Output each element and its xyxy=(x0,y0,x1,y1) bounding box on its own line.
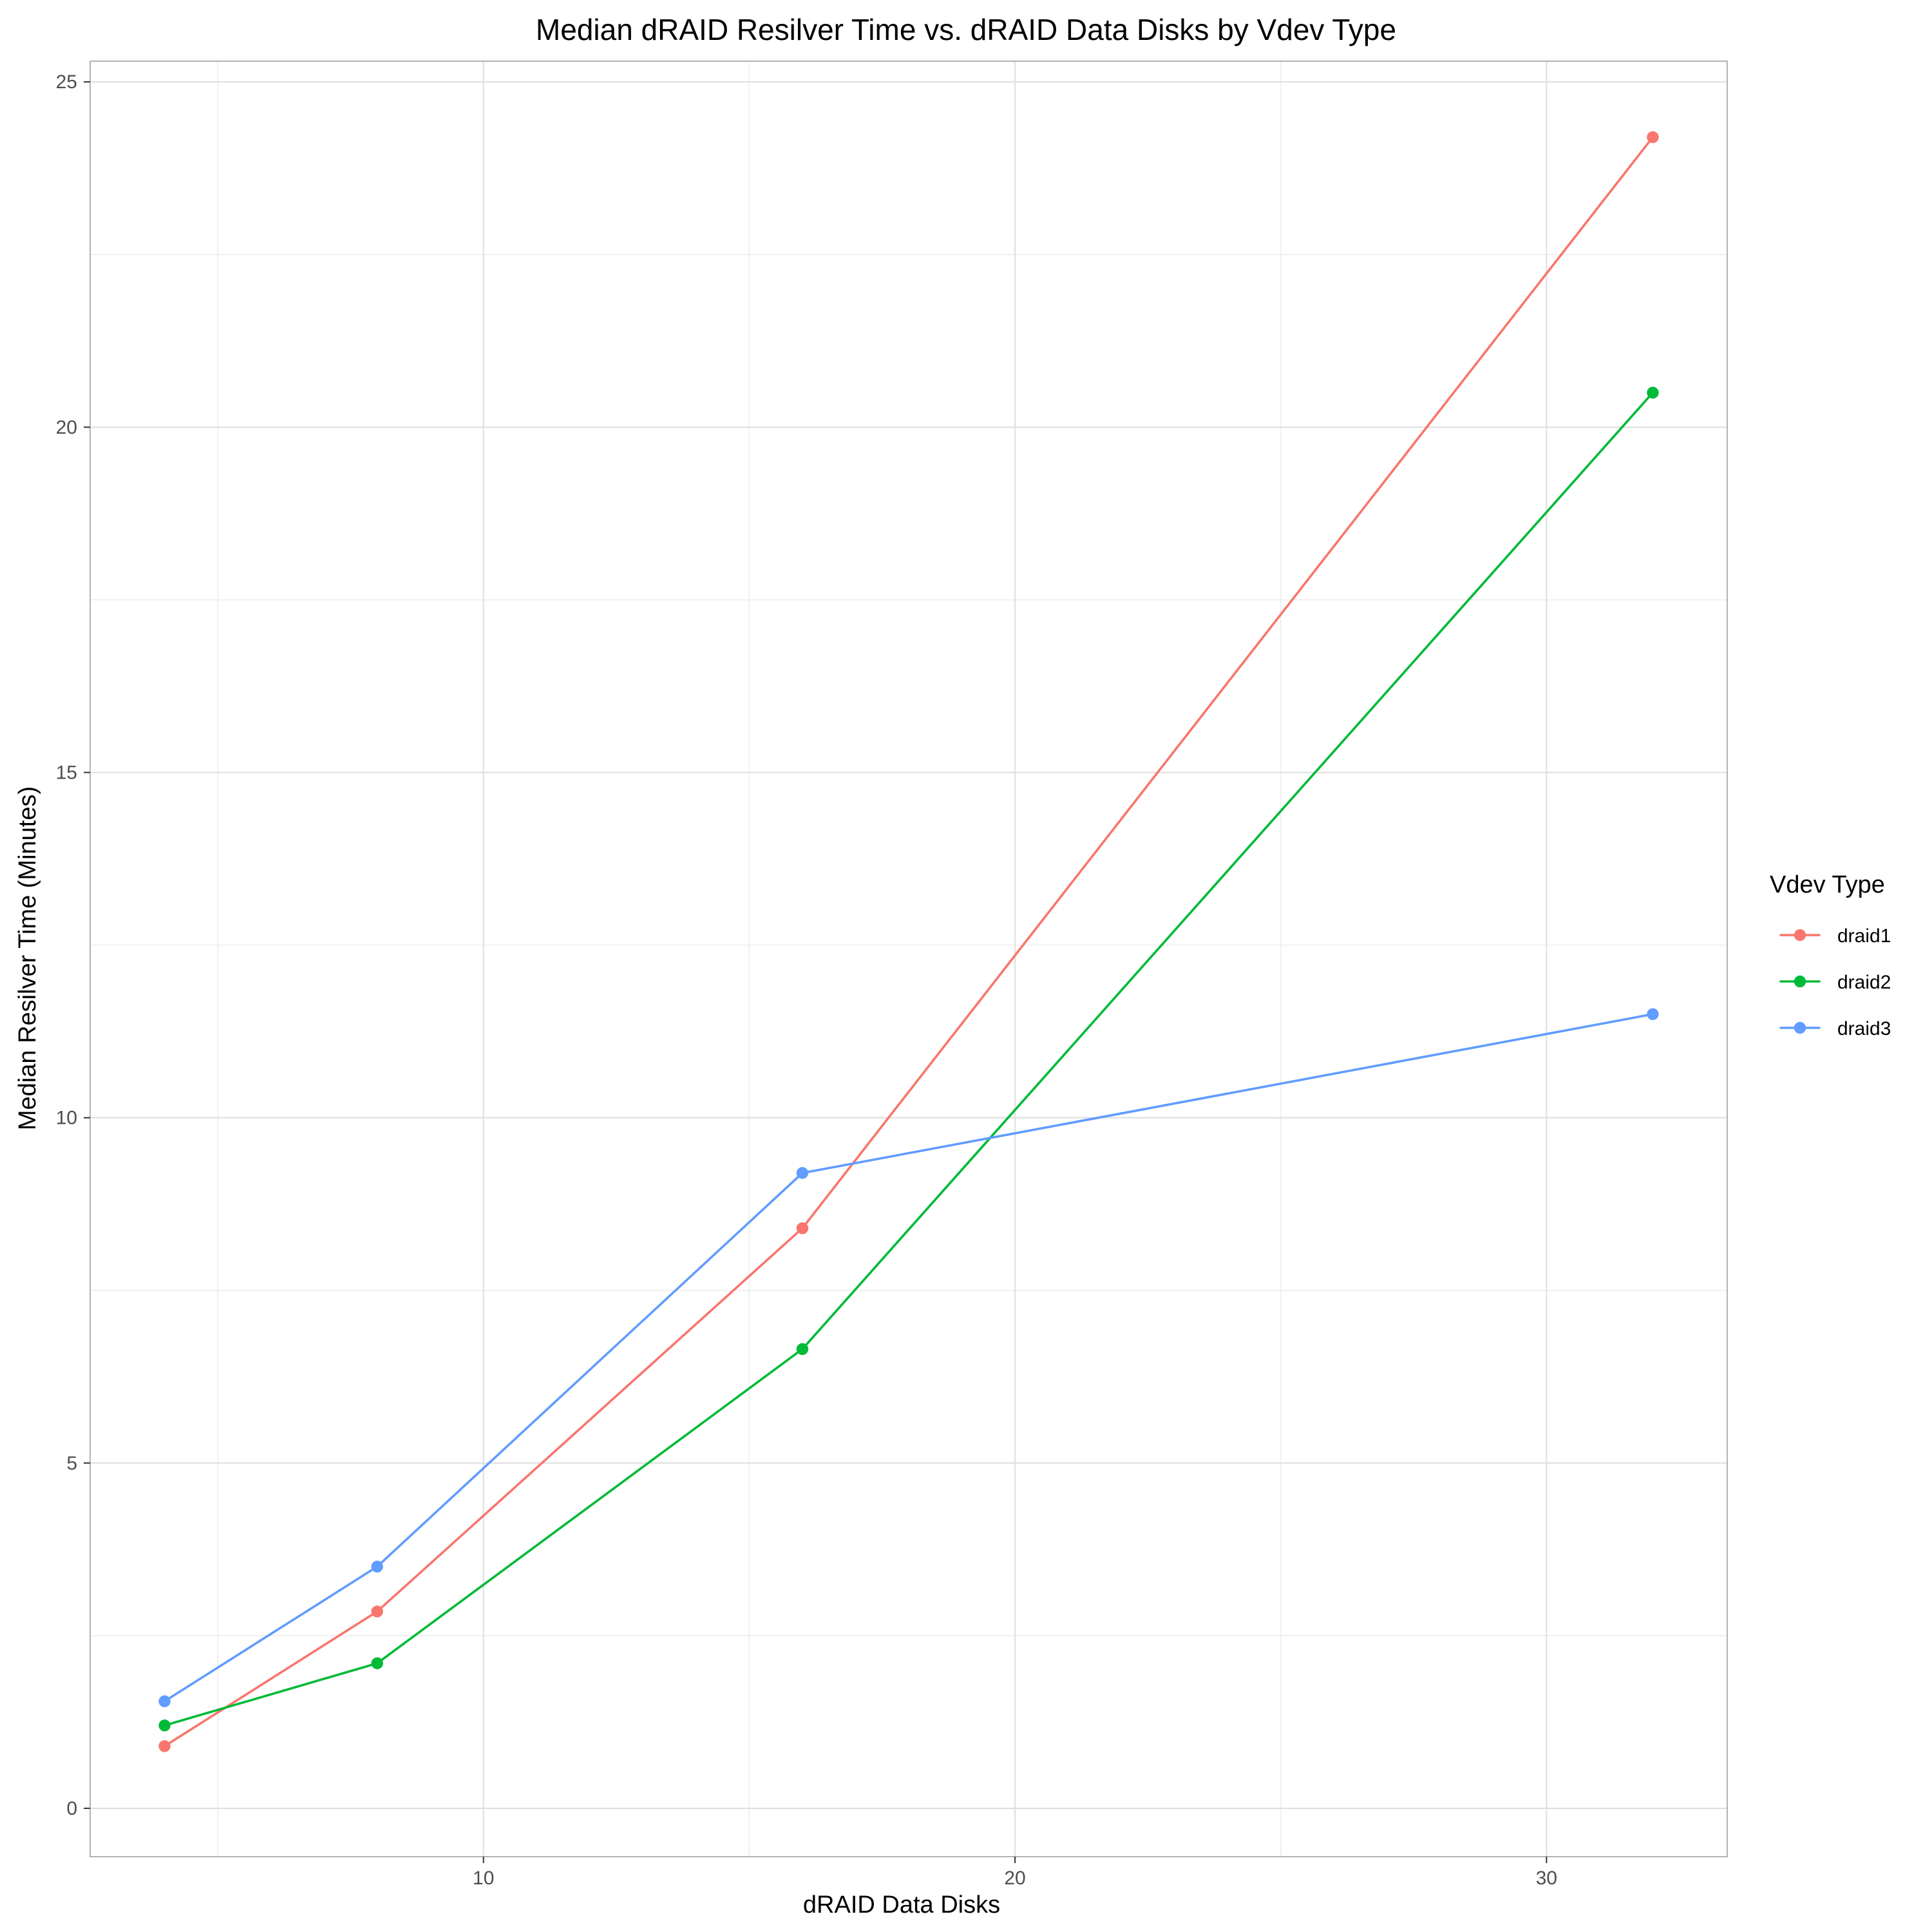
data-point-draid3 xyxy=(158,1695,171,1707)
series-draid2 xyxy=(158,386,1659,1732)
y-tick-label: 0 xyxy=(66,1798,77,1819)
legend-item-draid3: draid3 xyxy=(1779,1018,1891,1039)
legend-label: draid1 xyxy=(1837,925,1891,947)
legend-item-draid2: draid2 xyxy=(1779,972,1891,993)
y-tick-label: 10 xyxy=(56,1108,77,1129)
grid-lines xyxy=(90,61,1727,1857)
series-line-draid1 xyxy=(163,136,1654,1748)
legend-item-draid1: draid1 xyxy=(1779,925,1891,947)
chart-title: Median dRAID Resilver Time vs. dRAID Dat… xyxy=(536,13,1396,46)
data-series xyxy=(158,131,1659,1752)
x-tick-label: 10 xyxy=(473,1868,494,1889)
data-point-draid3 xyxy=(371,1560,383,1573)
data-point-draid2 xyxy=(371,1657,383,1669)
legend-point xyxy=(1794,1021,1806,1034)
data-point-draid1 xyxy=(796,1222,809,1235)
legend-items: draid1 draid2 draid3 xyxy=(1779,925,1891,1039)
series-draid1 xyxy=(158,131,1659,1752)
series-line-draid3 xyxy=(163,1012,1654,1703)
data-point-draid2 xyxy=(158,1719,171,1732)
legend-point xyxy=(1794,929,1806,942)
data-point-draid1 xyxy=(371,1605,383,1618)
series-line-draid2 xyxy=(163,391,1654,1727)
legend-title: Vdev Type xyxy=(1770,871,1885,898)
y-tick-label: 5 xyxy=(66,1453,77,1474)
data-point-draid2 xyxy=(1647,386,1659,399)
y-axis-title: Median Resilver Time (Minutes) xyxy=(14,786,41,1130)
legend-label: draid3 xyxy=(1837,1018,1891,1039)
plot-background xyxy=(90,61,1727,1857)
data-point-draid3 xyxy=(796,1167,809,1179)
legend: Vdev Type draid1 draid2 draid3 xyxy=(1770,871,1891,1039)
data-point-draid1 xyxy=(1647,131,1659,144)
data-point-draid1 xyxy=(158,1740,171,1752)
data-point-draid2 xyxy=(796,1343,809,1356)
axes: 10 20 30 0 5 10 15 20 25 xyxy=(56,61,1728,1889)
x-axis-title: dRAID Data Disks xyxy=(803,1891,1000,1918)
data-point-draid3 xyxy=(1647,1008,1659,1020)
x-tick-label: 20 xyxy=(1004,1868,1025,1889)
series-draid3 xyxy=(158,1008,1659,1707)
plot-panel xyxy=(90,61,1727,1857)
y-tick-label: 25 xyxy=(56,71,77,93)
plot-border xyxy=(90,61,1728,1857)
x-tick-label: 30 xyxy=(1536,1868,1557,1889)
y-tick-label: 20 xyxy=(56,417,77,438)
legend-point xyxy=(1794,975,1806,988)
y-tick-label: 15 xyxy=(56,762,77,783)
legend-label: draid2 xyxy=(1837,972,1891,993)
